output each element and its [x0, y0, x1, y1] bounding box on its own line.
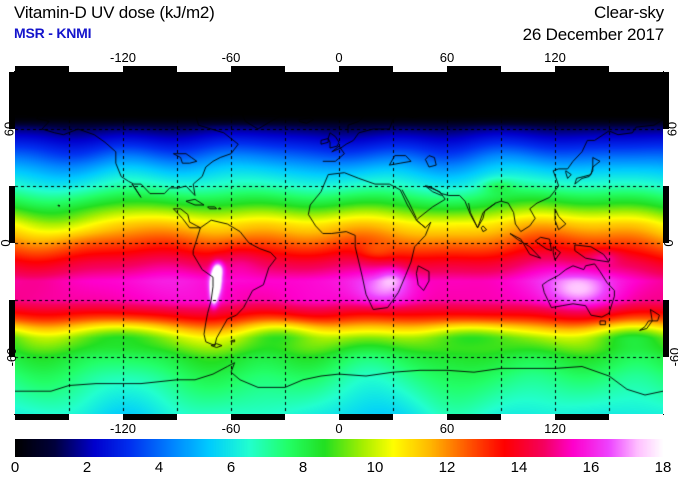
axis-right	[663, 72, 669, 414]
colorbar-gradient	[15, 439, 663, 457]
axis-tick-segment	[285, 66, 339, 72]
axis-tick-label-y-right-0: 60	[664, 121, 678, 137]
uv-dose-heatmap	[15, 72, 663, 414]
colorbar-tick-label-9: 18	[654, 459, 672, 476]
axis-tick-label-x-bottom-2: 0	[335, 421, 343, 436]
axis-tick-segment	[501, 414, 555, 420]
colorbar-tick-label-8: 16	[582, 459, 600, 476]
axis-tick-label-x-bottom-4: 120	[544, 421, 566, 436]
axis-tick-label-y-right-1: 0	[661, 239, 677, 247]
axis-tick-segment	[663, 357, 669, 414]
axis-tick-segment	[69, 66, 123, 72]
axis-tick-segment	[9, 129, 15, 186]
axis-tick-label-y-left-1: 0	[0, 239, 13, 246]
axis-tick-segment	[393, 66, 447, 72]
axis-tick-label-x-bottom-0: -120	[109, 421, 137, 436]
axis-tick-label-x-top-0: -120	[109, 50, 137, 65]
axis-left	[9, 72, 15, 414]
axis-tick-label-x-bottom-1: -60	[221, 421, 241, 436]
page-title: Vitamin-D UV dose (kJ/m2)	[14, 3, 215, 22]
axis-bottom	[15, 414, 663, 420]
date-label: 26 December 2017	[522, 25, 665, 44]
colorbar-tick-label-4: 8	[298, 459, 308, 476]
map-plot-area	[14, 71, 664, 415]
axis-tick-segment	[177, 414, 231, 420]
axis-tick-label-y-right-2: -60	[666, 347, 678, 367]
axis-tick-segment	[501, 66, 555, 72]
axis-tick-label-x-top-4: 120	[544, 50, 566, 65]
axis-tick-segment	[663, 129, 669, 186]
axis-tick-label-y-left-2: -60	[3, 347, 19, 367]
axis-tick-label-x-top-1: -60	[221, 50, 241, 65]
colorbar: 0 2 4 6 8 10 12 14 16 18	[0, 436, 678, 480]
axis-tick-segment	[285, 414, 339, 420]
axis-tick-label-y-left-0: 60	[1, 121, 17, 137]
colorbar-tick-label-5: 10	[366, 459, 384, 476]
axis-tick-segment	[609, 66, 663, 72]
axis-tick-segment	[393, 414, 447, 420]
colorbar-tick-label-1: 2	[82, 459, 92, 476]
axis-tick-segment	[9, 357, 15, 414]
axis-tick-label-x-top-2: 0	[335, 50, 343, 65]
axis-top	[15, 66, 663, 72]
axis-tick-segment	[177, 66, 231, 72]
colorbar-tick-label-3: 6	[226, 459, 236, 476]
axis-tick-label-x-bottom-3: 60	[439, 421, 455, 436]
condition-label: Clear-sky	[594, 3, 664, 22]
axis-tick-segment	[663, 243, 669, 300]
axis-tick-label-x-top-3: 60	[439, 50, 455, 65]
axis-tick-segment	[9, 243, 15, 300]
colorbar-tick-label-2: 4	[154, 459, 164, 476]
chart-header: Vitamin-D UV dose (kJ/m2) MSR - KNMI Cle…	[0, 0, 678, 52]
data-source-label: MSR - KNMI	[14, 25, 92, 41]
axis-tick-segment	[69, 414, 123, 420]
colorbar-tick-label-0: 0	[10, 459, 20, 476]
colorbar-tick-label-6: 12	[438, 459, 456, 476]
axis-tick-segment	[609, 414, 663, 420]
colorbar-tick-label-7: 14	[510, 459, 528, 476]
